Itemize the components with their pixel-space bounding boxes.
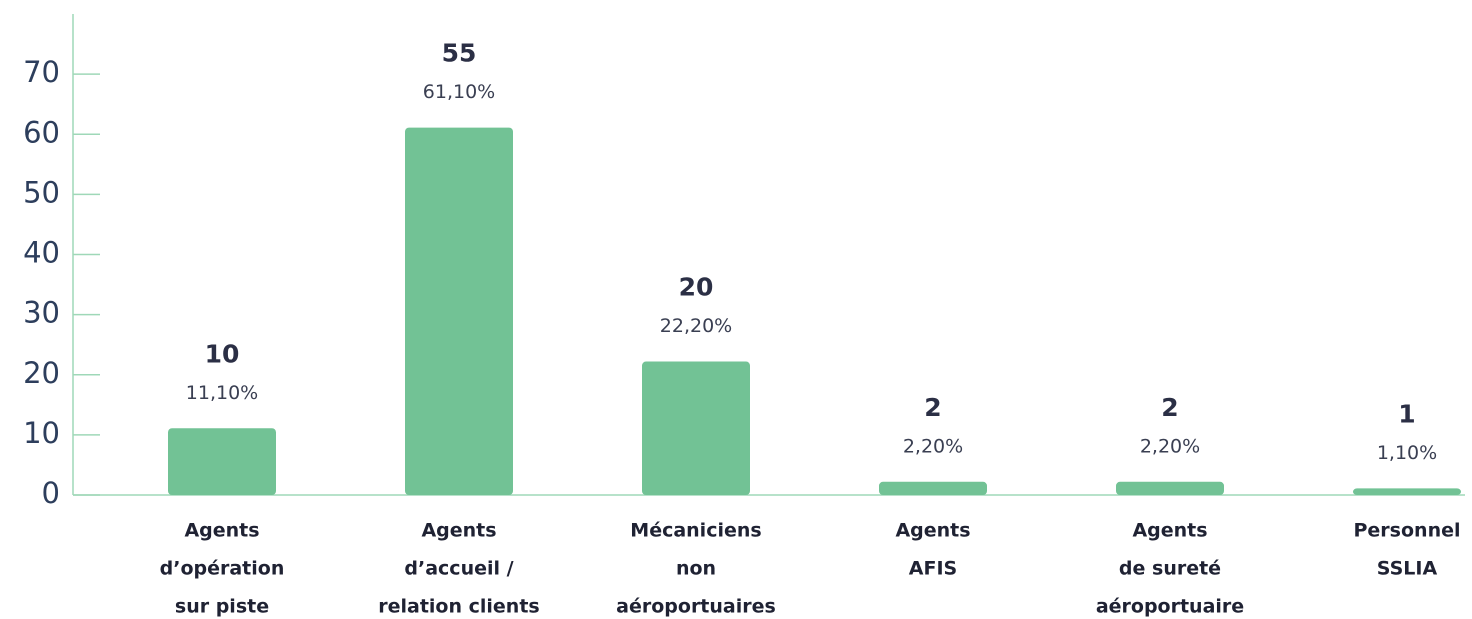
y-tick-label: 60 bbox=[23, 115, 60, 149]
x-tick-label: d’opération bbox=[160, 558, 285, 580]
count-label: 55 bbox=[442, 39, 477, 68]
count-label: 20 bbox=[679, 273, 714, 302]
count-label: 10 bbox=[205, 339, 240, 368]
y-tick-label: 40 bbox=[23, 236, 60, 270]
count-label: 2 bbox=[924, 393, 941, 422]
y-tick-label: 20 bbox=[23, 356, 60, 390]
x-tick-label: Agents bbox=[895, 520, 970, 542]
x-tick-label: SSLIA bbox=[1377, 558, 1438, 580]
bar bbox=[1353, 488, 1461, 495]
count-label: 1 bbox=[1398, 399, 1415, 428]
bar bbox=[405, 127, 513, 495]
y-tick-label: 50 bbox=[23, 175, 60, 209]
x-tick-label: Agents bbox=[184, 520, 259, 542]
x-tick-label: Agents bbox=[1132, 520, 1207, 542]
value-label: 1,10% bbox=[1377, 442, 1437, 464]
x-tick-label: d’accueil / bbox=[404, 558, 513, 580]
y-tick-label: 30 bbox=[23, 296, 60, 330]
value-label: 11,10% bbox=[186, 382, 258, 404]
value-label: 2,20% bbox=[903, 435, 963, 457]
x-tick-label: de sureté bbox=[1119, 558, 1221, 580]
bar bbox=[168, 428, 276, 495]
y-tick-label: 70 bbox=[23, 55, 60, 89]
x-tick-label: aéroportuaires bbox=[616, 596, 776, 618]
x-tick-label: aéroportuaire bbox=[1096, 596, 1244, 618]
bar bbox=[642, 361, 750, 495]
bar bbox=[1116, 481, 1224, 495]
x-tick-label: Agents bbox=[421, 520, 496, 542]
count-label: 2 bbox=[1161, 393, 1178, 422]
x-tick-label: relation clients bbox=[378, 596, 539, 618]
x-tick-label: Personnel bbox=[1354, 520, 1461, 542]
x-tick-label: non bbox=[676, 558, 716, 580]
bar bbox=[879, 481, 987, 495]
x-tick-label: sur piste bbox=[175, 596, 269, 618]
value-label: 2,20% bbox=[1140, 435, 1200, 457]
y-tick-label: 0 bbox=[42, 476, 60, 510]
x-tick-label: AFIS bbox=[909, 558, 957, 580]
y-tick-label: 10 bbox=[23, 416, 60, 450]
x-tick-label: Mécaniciens bbox=[630, 520, 761, 542]
value-label: 61,10% bbox=[423, 81, 495, 103]
value-label: 22,20% bbox=[660, 315, 732, 337]
